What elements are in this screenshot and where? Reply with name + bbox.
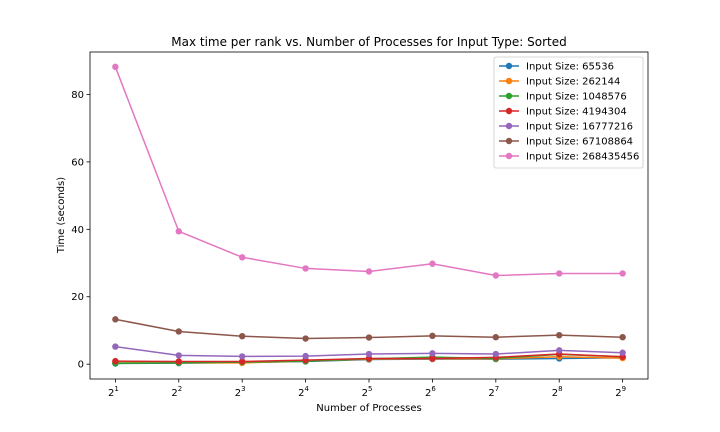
data-point (302, 352, 309, 360)
data-point (112, 357, 119, 365)
legend-item: Input Size: 65536 (499, 62, 614, 73)
series-6 (112, 316, 626, 342)
legend-label: Input Size: 4194304 (526, 107, 627, 118)
legend-label: Input Size: 67108864 (526, 137, 633, 148)
data-point (556, 331, 563, 339)
legend-label: Input Size: 65536 (526, 62, 614, 73)
data-point (429, 260, 436, 267)
legend-marker (505, 152, 513, 160)
data-point (429, 332, 436, 340)
x-tick-label: 21 (108, 385, 119, 399)
legend-marker (505, 77, 513, 85)
data-point (175, 328, 182, 335)
legend-label: Input Size: 1048576 (526, 92, 627, 103)
data-point (302, 265, 309, 272)
data-point (112, 343, 119, 350)
data-point (556, 347, 563, 354)
data-point (302, 335, 309, 342)
legend-marker (505, 122, 513, 130)
x-tick-label: 24 (298, 385, 309, 399)
legend-item: Input Size: 67108864 (499, 137, 633, 148)
series-layer (112, 63, 626, 367)
data-point (619, 270, 626, 277)
data-point (175, 228, 182, 235)
data-point (365, 350, 373, 358)
x-tick-label: 27 (488, 385, 499, 399)
data-point (112, 63, 119, 71)
legend-marker (505, 107, 513, 115)
data-point (492, 333, 500, 341)
legend-label: Input Size: 262144 (526, 77, 620, 88)
y-tick-label: 40 (71, 225, 84, 236)
data-point (238, 332, 246, 340)
legend-marker (505, 92, 513, 100)
data-point (556, 270, 563, 277)
chart-title: Max time per rank vs. Number of Processe… (171, 35, 567, 49)
x-tick-label: 22 (171, 385, 182, 399)
y-axis-title: Time (seconds) (56, 177, 67, 254)
y-tick-label: 20 (71, 292, 84, 303)
legend-item: Input Size: 262144 (499, 77, 620, 88)
data-point (175, 352, 182, 359)
legend-marker (505, 137, 513, 145)
y-tick-label: 80 (71, 90, 84, 101)
legend-item: Input Size: 1048576 (499, 92, 627, 103)
y-axis: 0 20 40 60 80 (71, 90, 90, 371)
series-7 (112, 63, 626, 279)
legend-label: Input Size: 16777216 (526, 122, 633, 133)
data-point (492, 272, 500, 279)
series-5 (112, 343, 626, 360)
legend-item: Input Size: 268435456 (499, 152, 639, 163)
y-tick-label: 0 (78, 360, 84, 371)
x-tick-label: 26 (425, 385, 436, 399)
data-point (429, 350, 436, 357)
x-axis: 21 22 23 24 25 26 27 28 29 (108, 379, 626, 399)
data-point (175, 358, 182, 365)
legend-item: Input Size: 16777216 (499, 122, 633, 133)
data-point (619, 333, 626, 341)
x-tick-label: 28 (552, 385, 563, 399)
legend: Input Size: 65536 Input Size: 262144 Input… (493, 56, 644, 169)
data-point (492, 350, 500, 358)
data-point (429, 355, 436, 362)
data-point (619, 349, 626, 356)
legend-marker (505, 62, 513, 70)
legend-label: Input Size: 268435456 (526, 152, 639, 163)
data-point (238, 353, 246, 360)
x-axis-title: Number of Processes (316, 403, 421, 414)
legend-box (493, 56, 644, 169)
x-tick-label: 23 (235, 385, 246, 399)
data-point (365, 355, 373, 362)
x-tick-label: 29 (615, 385, 626, 399)
data-point (238, 358, 246, 365)
data-point (365, 268, 373, 275)
x-tick-label: 25 (362, 385, 373, 399)
data-point (112, 316, 119, 323)
y-tick-label: 60 (71, 157, 84, 168)
data-point (365, 334, 373, 341)
legend-item: Input Size: 4194304 (499, 107, 627, 118)
data-point (238, 254, 246, 261)
